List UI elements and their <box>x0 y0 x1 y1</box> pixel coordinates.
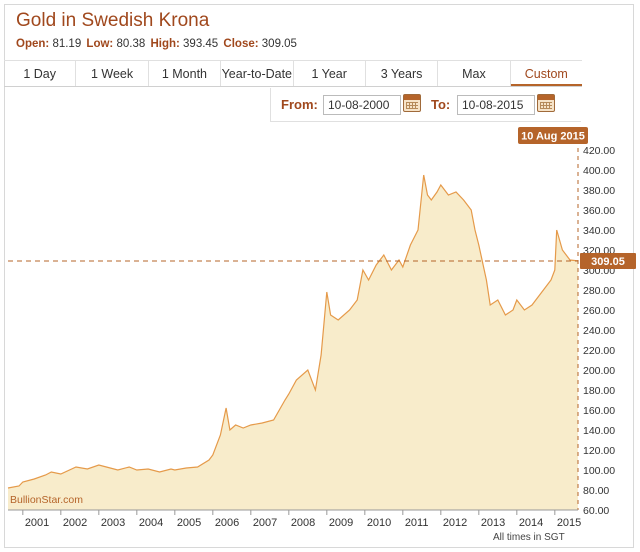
x-tick-label: 2013 <box>481 517 505 529</box>
price-area <box>8 175 578 510</box>
crosshair-value-label: 309.05 <box>591 256 625 268</box>
x-tick-label: 2011 <box>405 517 429 529</box>
from-date-input[interactable] <box>323 95 401 115</box>
x-tick-label: 2005 <box>177 517 201 529</box>
y-tick-label: 280.00 <box>583 285 615 297</box>
crosshair-date-tag: 10 Aug 2015 <box>518 127 588 144</box>
y-tick-label: 160.00 <box>583 405 615 417</box>
x-tick-label: 2008 <box>291 517 315 529</box>
high-label: High: <box>150 38 180 50</box>
x-axis: 2001 2002 2003 2004 2005 2006 2007 2008 2009 2010… <box>22 510 581 529</box>
x-tick-label: 2007 <box>253 517 277 529</box>
to-label: To: <box>431 97 451 112</box>
open-value: 81.19 <box>52 38 82 50</box>
period-tabs: 1 Day 1 Week 1 Month Year-to-Date 1 Year… <box>4 60 582 87</box>
to-date-input[interactable] <box>457 95 535 115</box>
y-tick-label: 240.00 <box>583 325 615 337</box>
tab-1-day[interactable]: 1 Day <box>4 61 77 86</box>
y-tick-label: 120.00 <box>583 445 615 457</box>
x-tick-label: 2003 <box>101 517 125 529</box>
tab-max[interactable]: Max <box>438 61 511 86</box>
x-tick-label: 2002 <box>63 517 87 529</box>
y-axis: 60.00 80.00 100.00 120.00 140.00 160.00 180.00… <box>583 145 615 517</box>
chart-title: Gold in Swedish Krona <box>16 10 210 31</box>
open-label: Open: <box>16 38 50 50</box>
y-tick-label: 360.00 <box>583 205 615 217</box>
x-tick-label: 2001 <box>25 517 49 529</box>
y-tick-label: 140.00 <box>583 425 615 437</box>
price-line <box>7 174 579 489</box>
tab-custom[interactable]: Custom <box>510 61 582 86</box>
y-tick-label: 200.00 <box>583 365 615 377</box>
low-label: Low: <box>86 38 114 50</box>
date-range-panel: From: To: <box>270 88 581 122</box>
close-value: 309.05 <box>261 38 297 50</box>
x-tick-label: 2009 <box>329 517 353 529</box>
crosshair-date-label: 10 Aug 2015 <box>521 131 585 143</box>
from-calendar-icon[interactable] <box>403 94 421 112</box>
y-tick-label: 180.00 <box>583 385 615 397</box>
high-value: 393.45 <box>183 38 219 50</box>
y-tick-label: 420.00 <box>583 145 615 157</box>
timezone-note: All times in SGT <box>493 532 565 543</box>
y-tick-label: 380.00 <box>583 185 615 197</box>
tab-1-week[interactable]: 1 Week <box>76 61 149 86</box>
y-tick-label: 60.00 <box>583 505 609 517</box>
tab-1-month[interactable]: 1 Month <box>149 61 222 86</box>
y-tick-label: 340.00 <box>583 225 615 237</box>
x-tick-label: 2004 <box>139 517 163 529</box>
from-label: From: <box>281 97 318 112</box>
y-tick-label: 100.00 <box>583 465 615 477</box>
tab-year-to-date[interactable]: Year-to-Date <box>221 61 294 86</box>
tab-1-year[interactable]: 1 Year <box>294 61 366 86</box>
ohlc-summary: Open: 81.19 Low: 80.38 High: 393.45 Clos… <box>16 38 299 50</box>
tab-3-years[interactable]: 3 Years <box>366 61 439 86</box>
low-value: 80.38 <box>116 38 146 50</box>
x-tick-label: 2015 <box>557 517 581 529</box>
x-tick-label: 2010 <box>367 517 391 529</box>
x-tick-label: 2006 <box>215 517 239 529</box>
watermark: BullionStar.com <box>10 494 83 506</box>
x-tick-label: 2012 <box>443 517 467 529</box>
to-calendar-icon[interactable] <box>537 94 555 112</box>
y-tick-label: 400.00 <box>583 165 615 177</box>
y-tick-label: 80.00 <box>583 485 609 497</box>
x-tick-label: 2014 <box>519 517 543 529</box>
crosshair-value-tag: 309.05 <box>580 252 636 269</box>
close-label: Close: <box>223 38 259 50</box>
y-tick-label: 220.00 <box>583 345 615 357</box>
y-tick-label: 260.00 <box>583 305 615 317</box>
